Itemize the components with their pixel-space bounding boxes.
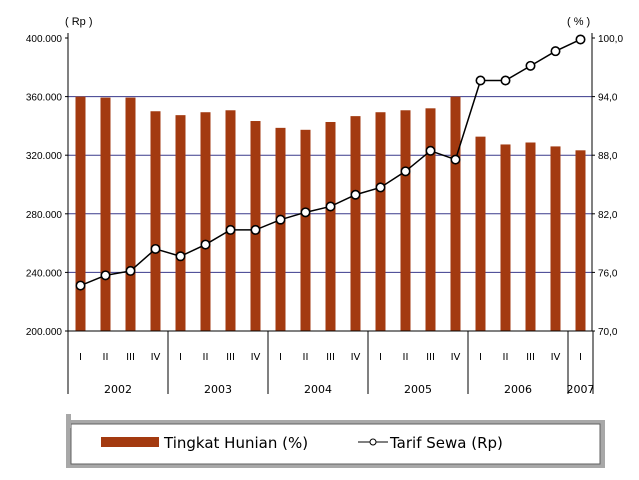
year-label-2007: 2007 <box>567 383 595 396</box>
quarter-label-7: III <box>226 352 235 363</box>
quarter-label-3: III <box>126 352 135 363</box>
bar-2 <box>100 97 111 332</box>
line-point-5 <box>175 251 186 262</box>
bar-9 <box>275 127 286 331</box>
bar-14 <box>400 110 411 331</box>
right-axis-unit-label: ( % ) <box>567 16 590 28</box>
quarter-label-21: I <box>579 352 582 363</box>
legend-line-label: Tarif Sewa (Rp) <box>389 434 503 452</box>
line-point-14 <box>400 166 411 177</box>
line-point-21 <box>575 34 586 45</box>
right-tick-label-2: 88,0 <box>598 151 618 162</box>
legend-bar-label: Tingkat Hunian (%) <box>163 434 308 452</box>
line-point-6 <box>200 239 211 250</box>
left-tick-label-1: 360.000 <box>26 93 63 104</box>
quarter-label-18: II <box>503 352 509 363</box>
legend-corner <box>66 414 71 428</box>
bar-1 <box>75 96 86 331</box>
line-point-12 <box>350 189 361 200</box>
year-label-2003: 2003 <box>204 383 232 396</box>
year-label-2006: 2006 <box>504 383 532 396</box>
right-tick-label-0: 100,0 <box>598 34 623 45</box>
left-tick-label-3: 280.000 <box>26 210 63 221</box>
right-tick-label-3: 82,0 <box>598 210 618 221</box>
quarter-label-14: II <box>403 352 409 363</box>
line-markers <box>75 34 586 291</box>
legend-box <box>70 423 601 465</box>
year-label-2004: 2004 <box>304 383 332 396</box>
right-tick-label-5: 70,0 <box>598 327 618 338</box>
bar-6 <box>200 112 211 331</box>
bar-series <box>75 96 586 332</box>
right-tick-label-4: 76,0 <box>598 268 618 279</box>
year-label-2002: 2002 <box>104 383 132 396</box>
bar-4 <box>150 111 161 331</box>
left-tick-label-0: 400.000 <box>26 34 63 45</box>
quarter-label-10: II <box>303 352 309 363</box>
bar-13 <box>375 112 386 331</box>
quarter-label-1: I <box>79 352 82 363</box>
quarter-label-5: I <box>179 352 182 363</box>
x-axis: I II III IV I II III IV I II III IV I II III IV I II III IV… <box>67 331 595 396</box>
bar-17 <box>475 136 486 331</box>
left-tick-label-5: 200.000 <box>26 327 63 338</box>
year-label-2005: 2005 <box>404 383 432 396</box>
axes <box>67 33 593 332</box>
line-point-3 <box>125 265 136 276</box>
right-axis-ticks: 100,0 94,0 88,0 82,0 76,0 70,0 <box>592 34 623 338</box>
line-point-13 <box>375 182 386 193</box>
quarter-label-8: IV <box>251 352 261 363</box>
bar-15 <box>425 108 436 331</box>
line-point-17 <box>475 75 486 86</box>
line-point-7 <box>225 224 236 235</box>
line-point-18 <box>500 75 511 86</box>
quarter-label-13: I <box>379 352 382 363</box>
quarter-label-12: IV <box>351 352 361 363</box>
bar-7 <box>225 110 236 331</box>
left-tick-label-4: 240.000 <box>26 268 63 279</box>
bar-11 <box>325 121 336 331</box>
line-point-16 <box>450 154 461 165</box>
line-point-1 <box>75 280 86 291</box>
line-point-19 <box>525 60 536 71</box>
quarter-label-20: IV <box>551 352 561 363</box>
quarter-label-2: II <box>103 352 109 363</box>
legend-line-marker <box>369 438 377 446</box>
quarter-label-11: III <box>326 352 335 363</box>
bar-21 <box>575 150 586 331</box>
left-axis-unit-label: ( Rp ) <box>65 16 93 28</box>
quarter-label-9: I <box>279 352 282 363</box>
bar-10 <box>300 129 311 331</box>
line-point-10 <box>300 207 311 218</box>
quarter-label-19: III <box>526 352 535 363</box>
bar-5 <box>175 115 186 331</box>
legend: Tingkat Hunian (%) Tarif Sewa (Rp) <box>66 414 605 468</box>
quarter-label-4: IV <box>151 352 161 363</box>
line-point-20 <box>550 46 561 57</box>
bar-12 <box>350 116 361 331</box>
bar-19 <box>525 142 536 331</box>
bar-3 <box>125 97 136 332</box>
line-point-15 <box>425 145 436 156</box>
bar-16 <box>450 96 461 331</box>
line-point-9 <box>275 214 286 225</box>
line-point-2 <box>100 270 111 281</box>
left-tick-label-2: 320.000 <box>26 151 63 162</box>
line-point-8 <box>250 224 261 235</box>
line-point-11 <box>325 201 336 212</box>
quarter-label-6: II <box>203 352 209 363</box>
line-point-4 <box>150 243 161 254</box>
quarter-label-16: IV <box>451 352 461 363</box>
legend-bar-swatch <box>101 437 159 447</box>
bar-20 <box>550 146 561 331</box>
quarter-label-17: I <box>479 352 482 363</box>
right-tick-label-1: 94,0 <box>598 93 618 104</box>
quarter-label-15: III <box>426 352 435 363</box>
bar-18 <box>500 144 511 331</box>
left-axis-ticks: 400.000 360.000 320.000 280.000 240.000 200.0… <box>26 34 68 338</box>
